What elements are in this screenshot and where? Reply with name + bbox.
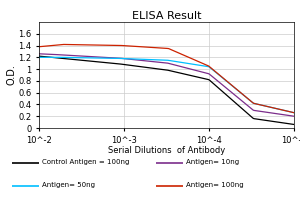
Text: Antigen= 100ng: Antigen= 100ng — [186, 182, 244, 188]
Text: Control Antigen = 100ng: Control Antigen = 100ng — [42, 159, 129, 165]
Text: Antigen= 10ng: Antigen= 10ng — [186, 159, 239, 165]
Y-axis label: O.D.: O.D. — [7, 65, 17, 85]
X-axis label: Serial Dilutions  of Antibody: Serial Dilutions of Antibody — [108, 146, 225, 155]
Text: Antigen= 50ng: Antigen= 50ng — [42, 182, 95, 188]
Title: ELISA Result: ELISA Result — [132, 11, 201, 21]
